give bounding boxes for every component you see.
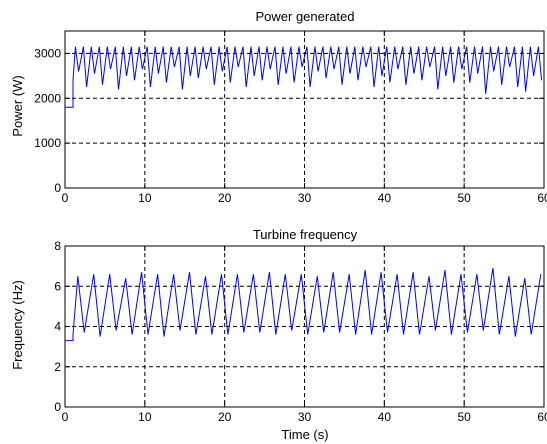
power-ticks — [64, 31, 545, 189]
frequency-title: Turbine frequency — [253, 227, 358, 242]
x-tick-label: 20 — [218, 191, 232, 205]
x-tick-label: 10 — [138, 410, 152, 424]
x-tick-label: 30 — [298, 191, 312, 205]
power-grid — [65, 31, 544, 188]
power-series-line — [65, 46, 543, 108]
power-axes: Power generated Power (W) 01020304050600… — [10, 9, 547, 205]
frequency-tick-labels: 0 10 20 30 40 50 60 0 2 4 6 8 — [54, 239, 547, 424]
x-tick-label: 20 — [218, 410, 232, 424]
frequency-xlabel: Time (s) — [281, 427, 328, 442]
y-tick-label: 2000 — [34, 91, 61, 105]
y-tick-label: 2 — [54, 360, 61, 374]
y-tick-label: 4 — [54, 320, 61, 334]
x-tick-label: 30 — [298, 410, 312, 424]
x-tick-label: 50 — [457, 410, 471, 424]
y-tick-label: 0 — [54, 400, 61, 414]
frequency-ticks — [64, 245, 545, 408]
y-tick-label: 8 — [54, 239, 61, 253]
power-ylabel: Power (W) — [10, 75, 25, 136]
y-tick-label: 6 — [54, 279, 61, 293]
frequency-axes: Turbine frequency Frequency (Hz) 0 10 20 30… — [10, 227, 547, 442]
frequency-series-line — [65, 268, 542, 342]
x-tick-label: 40 — [378, 410, 392, 424]
x-tick-label: 60 — [537, 410, 547, 424]
y-tick-label: 3000 — [34, 46, 61, 60]
y-tick-label: 0 — [54, 181, 61, 195]
x-tick-label: 40 — [378, 191, 392, 205]
y-tick-label: 1000 — [34, 136, 61, 150]
x-tick-label: 10 — [138, 191, 152, 205]
x-tick-label: 50 — [457, 191, 471, 205]
power-title: Power generated — [255, 9, 354, 24]
x-tick-label: 60 — [537, 191, 547, 205]
frequency-grid — [65, 246, 544, 407]
x-tick-label: 0 — [62, 410, 69, 424]
frequency-ylabel: Frequency (Hz) — [10, 280, 25, 370]
x-tick-label: 0 — [62, 191, 69, 205]
power-tick-labels: 0 10 20 30 40 50 60 0 1000 2000 3000 — [34, 46, 547, 205]
